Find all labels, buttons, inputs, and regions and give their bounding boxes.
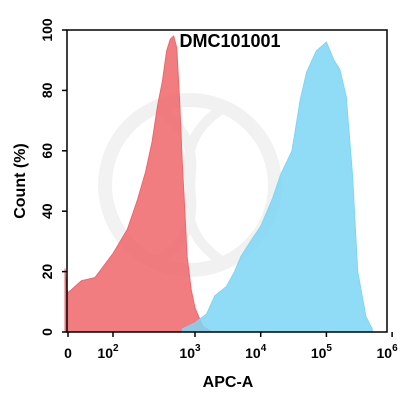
y-tick-label: 0 — [39, 328, 55, 336]
y-tick-label: 80 — [39, 82, 55, 98]
y-tick-label: 60 — [39, 143, 55, 159]
x-tick-label: 104 — [245, 343, 267, 361]
x-tick-exponent: 2 — [113, 343, 119, 354]
x-tick-exponent: 4 — [261, 343, 267, 354]
x-tick-exponent: 6 — [392, 343, 398, 354]
x-tick-label: 105 — [311, 343, 333, 361]
series-layer — [64, 35, 373, 333]
chart-title: DMC101001 — [179, 31, 280, 51]
x-axis-label: APC-A — [203, 374, 254, 391]
x-tick-label: 0 — [64, 345, 72, 361]
histogram-series-2 — [181, 41, 373, 333]
y-tick-label: 40 — [39, 203, 55, 219]
x-tick-exponent: 3 — [195, 343, 201, 354]
x-tick-base: 10 — [311, 345, 327, 361]
x-tick-label: 103 — [179, 343, 201, 361]
x-tick-base: 10 — [97, 345, 113, 361]
x-axis: 0 102 103 104 105 106 — [64, 332, 398, 361]
x-tick-base: 10 — [179, 345, 195, 361]
x-tick-label: 102 — [97, 343, 119, 361]
y-axis-label: Count (%) — [12, 143, 29, 219]
x-tick-base: 0 — [64, 345, 72, 361]
plot-frame — [66, 29, 388, 333]
x-tick-base: 10 — [245, 345, 261, 361]
x-tick-label: 106 — [377, 343, 399, 361]
x-tick-base: 10 — [377, 345, 393, 361]
histogram-series-1 — [64, 35, 214, 333]
y-axis: 0 20 40 60 80 100 — [39, 18, 67, 336]
y-tick-label: 100 — [39, 18, 55, 42]
x-tick-exponent: 5 — [326, 343, 332, 354]
y-tick-label: 20 — [39, 264, 55, 280]
